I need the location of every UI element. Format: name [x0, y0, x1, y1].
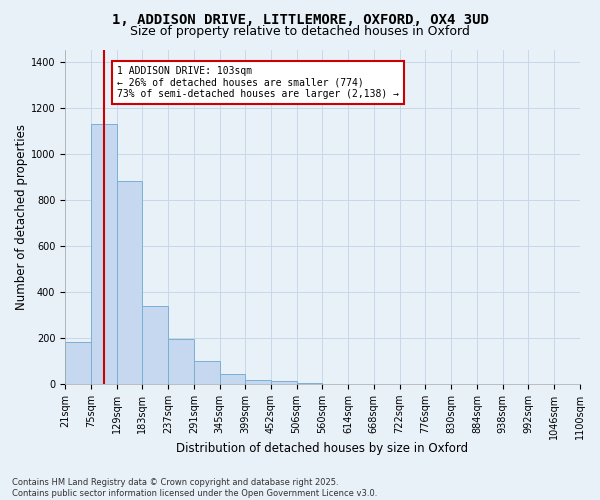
Text: Size of property relative to detached houses in Oxford: Size of property relative to detached ho…: [130, 25, 470, 38]
Bar: [91, 124, 116, 384]
Bar: [296, 383, 322, 384]
Bar: [271, 382, 296, 384]
Bar: [142, 306, 168, 384]
Bar: [194, 361, 220, 384]
Text: Contains HM Land Registry data © Crown copyright and database right 2025.
Contai: Contains HM Land Registry data © Crown c…: [12, 478, 377, 498]
Text: 1, ADDISON DRIVE, LITTLEMORE, OXFORD, OX4 3UD: 1, ADDISON DRIVE, LITTLEMORE, OXFORD, OX…: [112, 12, 488, 26]
Bar: [220, 374, 245, 384]
Text: 1 ADDISON DRIVE: 103sqm
← 26% of detached houses are smaller (774)
73% of semi-d: 1 ADDISON DRIVE: 103sqm ← 26% of detache…: [117, 66, 399, 100]
X-axis label: Distribution of detached houses by size in Oxford: Distribution of detached houses by size …: [176, 442, 469, 455]
Bar: [116, 182, 142, 384]
Y-axis label: Number of detached properties: Number of detached properties: [15, 124, 28, 310]
Bar: [168, 340, 194, 384]
Bar: [65, 342, 91, 384]
Bar: [245, 380, 271, 384]
